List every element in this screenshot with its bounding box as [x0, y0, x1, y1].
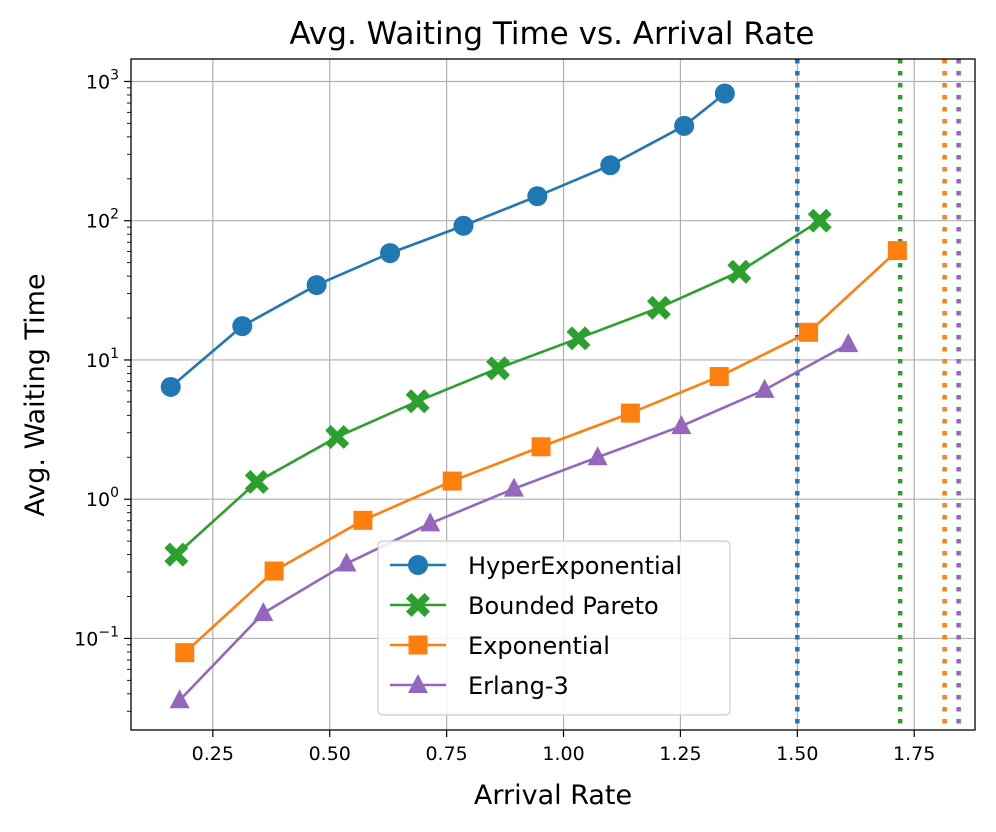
- y-tick-label: 103: [86, 67, 119, 93]
- data-point: [264, 561, 284, 581]
- data-point: [169, 689, 190, 709]
- data-point: [244, 469, 269, 494]
- plot-frame: [130, 58, 976, 731]
- series-line: [169, 92, 726, 388]
- data-point: [799, 322, 819, 342]
- data-point: [380, 243, 401, 264]
- data-point: [420, 512, 441, 532]
- data-point: [709, 367, 729, 387]
- data-point: [453, 215, 474, 236]
- data-point: [620, 403, 640, 423]
- data-point: [566, 326, 591, 351]
- data-point: [442, 471, 462, 491]
- x-tick-label: 0.75: [425, 743, 467, 765]
- data-point: [887, 241, 907, 261]
- data-point: [838, 333, 859, 353]
- series-line: [175, 219, 821, 556]
- data-point: [336, 552, 357, 572]
- chart-title: Avg. Waiting Time vs. Arrival Rate: [290, 16, 815, 52]
- legend-marker: [408, 674, 428, 693]
- series-group: [160, 83, 907, 709]
- data-point: [160, 376, 181, 397]
- x-axis-label: Arrival Rate: [474, 780, 632, 811]
- data-point: [727, 259, 752, 284]
- data-point: [671, 415, 692, 435]
- data-point: [232, 316, 253, 337]
- x-tick-label: 1.75: [893, 743, 935, 765]
- y-tick-label: 102: [86, 207, 119, 233]
- x-tick-label: 0.50: [309, 743, 351, 765]
- data-point: [527, 186, 548, 207]
- data-point: [714, 83, 735, 104]
- legend: HyperExponential Bounded Pareto Exponentia…: [377, 540, 731, 716]
- data-point: [306, 275, 327, 296]
- data-point: [503, 477, 524, 497]
- y-axis-label: Avg. Waiting Time: [20, 273, 51, 516]
- legend-box: [377, 540, 731, 716]
- data-point: [164, 542, 189, 567]
- data-point: [253, 602, 274, 622]
- legend-label: Bounded Pareto: [468, 592, 659, 620]
- capacity-lines: [795, 59, 961, 730]
- data-point: [807, 208, 832, 233]
- data-point: [405, 389, 430, 414]
- data-point: [646, 295, 671, 320]
- data-point: [587, 446, 608, 466]
- x-tick-label: 1.25: [659, 743, 701, 765]
- y-tick-label: 100: [86, 485, 119, 511]
- data-point: [175, 643, 195, 663]
- data-point: [600, 155, 621, 176]
- data-point: [754, 378, 775, 398]
- y-tick-label: 10−1: [74, 624, 119, 650]
- legend-label: Exponential: [468, 632, 610, 660]
- legend-label: Erlang-3: [468, 672, 569, 700]
- data-point: [531, 437, 551, 457]
- data-point: [353, 510, 373, 530]
- x-tick-label: 1.50: [776, 743, 818, 765]
- legend-marker: [408, 555, 428, 575]
- data-point: [674, 115, 695, 136]
- data-point: [325, 424, 350, 449]
- legend-marker: [406, 593, 430, 617]
- legend-label: HyperExponential: [468, 552, 682, 580]
- x-tick-label: 0.25: [192, 743, 234, 765]
- legend-marker: [408, 635, 428, 655]
- x-tick-label: 1.00: [542, 743, 584, 765]
- data-point: [486, 356, 511, 381]
- y-tick-label: 101: [86, 346, 119, 372]
- axis-ticks: 0.25 0.50 0.75 1.00 1.25 1.50 1.75 10−1 100 101 10…: [74, 67, 935, 765]
